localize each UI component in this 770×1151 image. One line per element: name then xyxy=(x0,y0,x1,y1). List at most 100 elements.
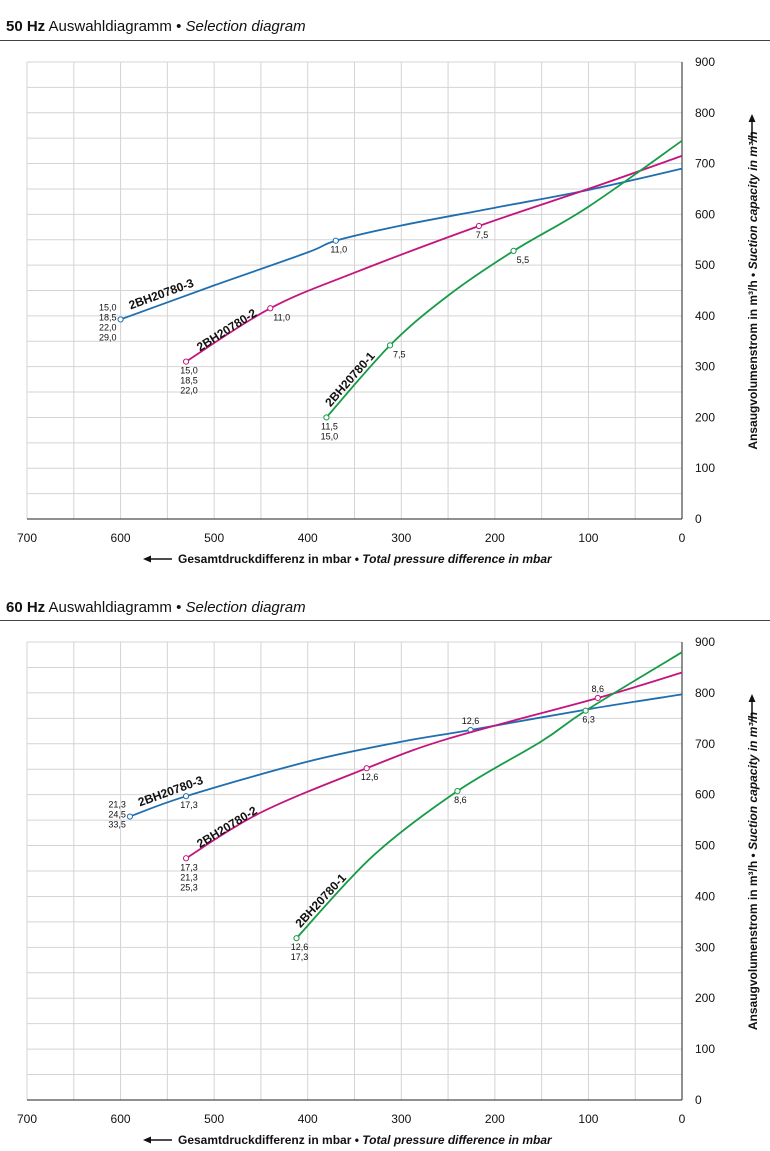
y-tick-label: 700 xyxy=(695,737,715,751)
x-tick-label: 700 xyxy=(17,1112,37,1126)
data-point-marker xyxy=(182,793,190,800)
series-label-2bh20780-2: 2BH20780-2 xyxy=(194,803,260,851)
chart1-heading-en: Selection diagram xyxy=(185,18,306,35)
data-point-label: 18,5 xyxy=(180,376,198,386)
data-point-label: 17,3 xyxy=(180,862,198,872)
y-axis-title-sep: • xyxy=(746,269,760,277)
x-axis-title-de: Gesamtdruckdifferenz in mbar xyxy=(178,1133,355,1147)
y-tick-label: 200 xyxy=(695,410,715,424)
series-line-2bh20780-3 xyxy=(129,693,683,818)
y-tick-label: 900 xyxy=(695,55,715,69)
data-point-marker xyxy=(293,935,300,942)
chart2-heading: 60 Hz Auswahldiagramm • Selection diagra… xyxy=(6,599,306,616)
data-point-marker xyxy=(510,247,517,254)
x-axis-title-de: Gesamtdruckdifferenz in mbar xyxy=(178,552,355,566)
data-point-marker xyxy=(126,813,134,820)
data-point-marker xyxy=(182,855,190,862)
series-label-2bh20780-3: 2BH20780-3 xyxy=(127,276,196,313)
data-point-label: 29,0 xyxy=(99,332,117,342)
x-axis-title-sep: • xyxy=(355,1133,363,1147)
x-axis-title-en: Total pressure difference in mbar xyxy=(362,552,553,566)
data-point-label: 15,0 xyxy=(180,366,198,376)
y-axis-title-sep: • xyxy=(746,850,760,858)
x-tick-label: 500 xyxy=(204,531,224,545)
series-line-2bh20780-1 xyxy=(325,139,683,418)
series-label-2bh20780-1: 2BH20780-1 xyxy=(292,871,349,931)
x-tick-label: 0 xyxy=(679,531,686,545)
y-axis-title: Ansaugvolumenstrom in m³/h • Suction cap… xyxy=(746,712,760,1030)
y-axis-arrowhead-icon xyxy=(748,694,756,702)
series-label-2bh20780-1: 2BH20780-1 xyxy=(322,349,378,410)
chart1-50hz: 700 600 500 400 300 200 100 00 100 200 300 400 500 60… xyxy=(17,55,760,566)
data-point-label: 8,6 xyxy=(454,795,467,805)
y-tick-label: 300 xyxy=(695,940,715,954)
data-point-marker xyxy=(323,414,330,421)
series-label-2bh20780-2: 2BH20780-2 xyxy=(194,306,259,354)
x-tick-label: 700 xyxy=(17,531,37,545)
chart2-heading-rule xyxy=(0,620,770,621)
y-tick-label: 800 xyxy=(695,106,715,120)
data-point-label: 12,6 xyxy=(291,942,309,952)
y-axis-title-en: Suction capacity in m³/h xyxy=(746,712,760,850)
x-axis-title-sep: • xyxy=(355,552,363,566)
data-point-label: 33,5 xyxy=(108,820,126,830)
data-point-label: 8,6 xyxy=(592,684,605,694)
y-tick-label: 100 xyxy=(695,461,715,475)
data-point-label: 15,0 xyxy=(321,431,339,441)
y-axis-title-de: Ansaugvolumenstrom in m³/h xyxy=(746,277,760,450)
data-point-label: 18,5 xyxy=(99,312,117,322)
y-tick-label: 600 xyxy=(695,788,715,802)
x-axis-title-en: Total pressure difference in mbar xyxy=(362,1133,553,1147)
y-axis-title-de: Ansaugvolumenstrom in m³/h xyxy=(746,857,760,1030)
y-tick-label: 500 xyxy=(695,839,715,853)
data-point-label: 21,3 xyxy=(108,800,126,810)
chart2-heading-sep: • xyxy=(176,599,182,616)
data-point-marker xyxy=(182,358,190,365)
data-point-label: 7,5 xyxy=(476,230,489,240)
data-point-label: 24,5 xyxy=(108,810,126,820)
x-tick-label: 200 xyxy=(485,531,505,545)
y-tick-label: 800 xyxy=(695,686,715,700)
data-point-marker xyxy=(582,707,589,714)
data-point-label: 12,6 xyxy=(462,716,480,726)
x-tick-label: 500 xyxy=(204,1112,224,1126)
series-line-2bh20780-1 xyxy=(295,651,683,939)
x-tick-label: 600 xyxy=(111,1112,131,1126)
data-point-label: 11,0 xyxy=(330,245,347,255)
data-point-label: 22,0 xyxy=(180,386,198,396)
x-axis-arrowhead-icon xyxy=(143,555,151,563)
data-point-marker xyxy=(117,316,124,323)
chart2-heading-de: Auswahldiagramm xyxy=(48,599,172,616)
chart2-60hz: 700 600 500 400 300 200 100 00 100 200 300 400 500 60… xyxy=(17,635,760,1147)
y-axis-arrowhead-icon xyxy=(748,114,756,122)
y-axis-title: Ansaugvolumenstrom in m³/h • Suction cap… xyxy=(746,131,760,449)
x-tick-label: 300 xyxy=(391,531,411,545)
data-point-label: 25,3 xyxy=(180,882,198,892)
y-tick-label: 300 xyxy=(695,360,715,374)
data-point-label: 11,5 xyxy=(321,421,338,431)
chart1-heading-de: Auswahldiagramm xyxy=(48,18,172,35)
x-tick-label: 100 xyxy=(578,1112,598,1126)
data-point-marker xyxy=(594,694,601,702)
data-point-marker xyxy=(332,237,339,244)
x-axis-arrowhead-icon xyxy=(143,1136,151,1144)
y-tick-label: 400 xyxy=(695,309,715,323)
chart2-heading-hz: 60 Hz xyxy=(6,599,46,616)
x-tick-label: 400 xyxy=(298,531,318,545)
data-point-label: 5,5 xyxy=(517,255,530,265)
data-point-label: 17,3 xyxy=(291,952,309,962)
data-point-label: 12,6 xyxy=(361,772,379,782)
data-point-label: 17,3 xyxy=(180,800,198,810)
data-point-marker xyxy=(267,305,274,312)
chart1-heading-rule xyxy=(0,40,770,41)
x-tick-label: 0 xyxy=(679,1112,686,1126)
x-tick-label: 200 xyxy=(485,1112,505,1126)
data-point-marker xyxy=(386,342,394,349)
chart1-heading: 50 Hz Auswahldiagramm • Selection diagra… xyxy=(6,18,306,35)
y-tick-label: 0 xyxy=(695,1093,702,1107)
data-point-label: 7,5 xyxy=(393,349,406,359)
y-tick-label: 200 xyxy=(695,991,715,1005)
data-point-label: 6,3 xyxy=(582,715,595,725)
chart2-heading-en: Selection diagram xyxy=(185,599,306,616)
y-tick-label: 700 xyxy=(695,157,715,171)
